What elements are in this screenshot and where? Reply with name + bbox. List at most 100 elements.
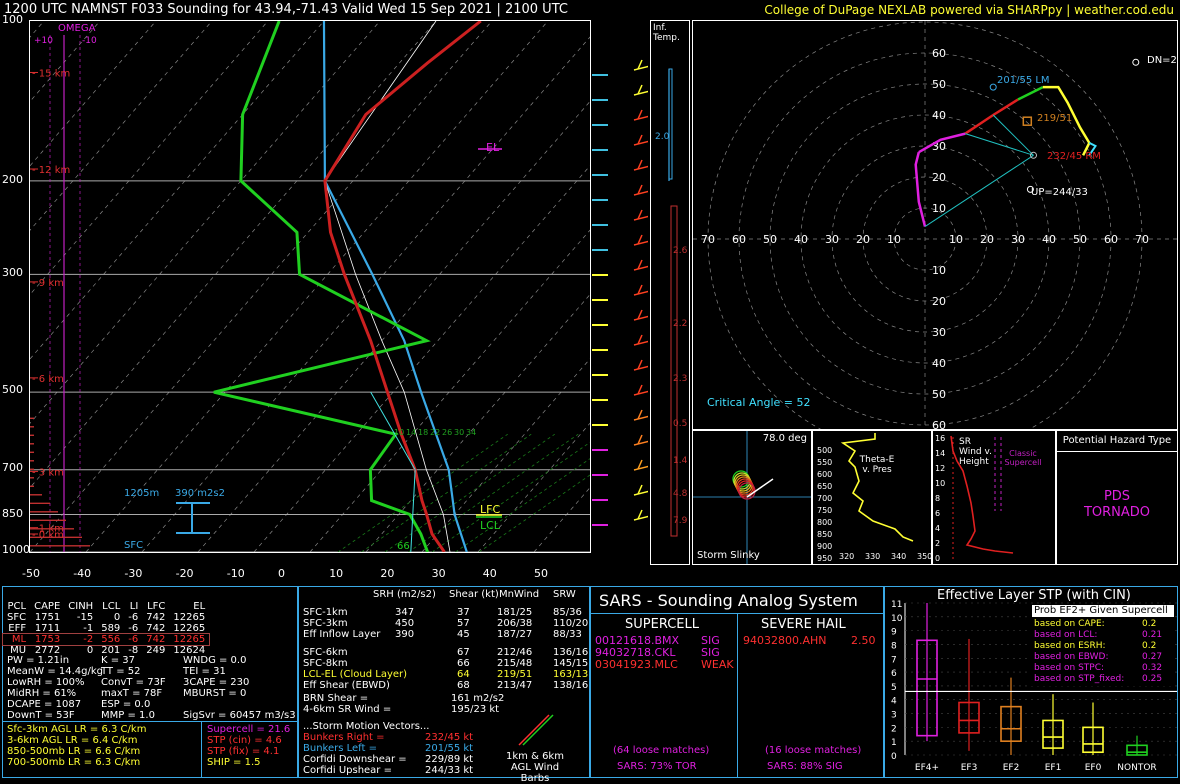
sars-supercell-header: SUPERCELL	[625, 617, 699, 632]
parcel-row: SFC 1751 -15 0 -6 742 12265	[3, 612, 209, 623]
vector-label: Corfidi Upshear =	[303, 765, 392, 776]
prob-label: based on EBWD:	[1034, 652, 1109, 662]
stp-tick-label: 3	[891, 711, 897, 721]
wind-barb	[633, 240, 651, 246]
composite-index: Supercell = 21.6	[207, 724, 291, 735]
mixing-ratio-label: 18	[418, 428, 428, 437]
pressure-label: 100	[2, 13, 23, 26]
hodo-ring	[800, 114, 1050, 364]
pressure-label: 300	[2, 266, 23, 279]
index-value: DCAPE = 1087	[7, 699, 82, 710]
wind-barb-flag	[637, 459, 643, 470]
sars-hail-id: 94032800.AHN	[743, 634, 827, 647]
srw46-value: 195/23 kt	[451, 704, 500, 715]
kin-value: 57	[457, 618, 470, 629]
sars-match-class: SIG	[701, 646, 720, 659]
stp-tick-label: 2	[891, 724, 897, 734]
stp-panel: Effective Layer STP (with CIN) 11 10 9 8 7 6 5…	[884, 586, 1178, 778]
theta-temp-label: 340	[891, 552, 906, 561]
skewt-chart: OMEGA +10 -10 - 15 km - 12 km - 9 km - 6 km - 3…	[30, 21, 590, 552]
parcel-cell: SFC	[7, 612, 27, 623]
height-label: - 6 km	[32, 374, 64, 385]
stp-category-label: NONTOR	[1117, 763, 1156, 773]
parcel-cell: -6	[128, 623, 139, 634]
parcel-header: CAPE	[34, 601, 61, 612]
wind-barb	[633, 65, 651, 71]
parcel-trace-line	[322, 21, 468, 552]
stp-category-label: EF0	[1085, 763, 1102, 773]
composite-index: STP (fix) = 4.1	[207, 746, 280, 757]
wind-barb	[633, 265, 651, 271]
isotherm	[30, 21, 493, 552]
index-value: ESP = 0.0	[101, 699, 151, 710]
theta-e-panel: 500 550 600 650 700 750 800 850 900 950 320 330 340 3…	[812, 430, 932, 565]
temperature-label: 10	[329, 567, 344, 580]
theta-temp-label: 320	[839, 552, 854, 561]
srwind-height-label: 4	[935, 524, 940, 533]
kin-label: Eff Shear (EBWD)	[303, 680, 390, 691]
srwind-height-label: 16	[935, 434, 945, 443]
hodo-ring-label: 30	[932, 326, 946, 339]
stp-box	[916, 639, 938, 737]
kin-value: 68	[457, 680, 470, 691]
composite-index: SHIP = 1.5	[207, 757, 261, 768]
parcel-header: EL	[193, 601, 206, 612]
omega-label: OMEGA	[58, 23, 96, 34]
stp-title: Effective Layer STP (with CIN)	[937, 588, 1131, 603]
parcel-cell: 1751	[34, 612, 61, 623]
index-value: LowRH = 100%	[7, 677, 85, 688]
isotherm	[253, 165, 590, 552]
mixing-ratio-label: 14	[406, 428, 416, 437]
theta-pres-label: 850	[817, 530, 832, 539]
hodo-ring-label: 40	[932, 109, 946, 122]
mixing-ratio-line	[361, 433, 532, 552]
wind-barb-flag	[637, 234, 643, 245]
kin-label: SFC-3km	[303, 618, 348, 629]
hodo-ring-label: 10	[887, 233, 901, 246]
hodo-ring-label: 60	[732, 233, 746, 246]
kin-value: 110/20	[553, 618, 589, 629]
hodo-ring-label: 10	[932, 202, 946, 215]
wind-barb	[633, 440, 651, 446]
pressure-label: 200	[2, 173, 23, 186]
wind-barb-flag	[637, 359, 643, 370]
isotherm	[30, 21, 381, 424]
kin-value: 390	[395, 629, 415, 640]
kin-value: 145/15	[553, 658, 589, 669]
index-value: MMP = 1.0	[101, 710, 155, 721]
kin-value: 450	[395, 618, 415, 629]
temperature-label: -20	[175, 567, 194, 580]
kin-header: SRW	[553, 589, 576, 600]
wind-barb-flag	[637, 509, 643, 520]
composite-index: STP (cin) = 4.6	[207, 735, 282, 746]
isotherm	[197, 100, 590, 552]
kin-value: 45	[457, 629, 470, 640]
inflow-subtitle: Temp.	[653, 33, 680, 43]
prob-label: based on ESRH:	[1034, 641, 1106, 651]
parcel-cell: 2772	[34, 645, 61, 656]
kin-value: 37	[457, 607, 470, 618]
stp-category-label: EF3	[961, 763, 978, 773]
temperature-label: -10	[226, 567, 245, 580]
parcel-cell: 12265	[173, 634, 206, 645]
brn-value: 161 m2/s2	[451, 693, 505, 704]
wind-barb	[633, 340, 651, 346]
mixing-ratio-label: 10	[394, 428, 404, 437]
stp-tick-label: 5	[891, 683, 897, 693]
mixing-ratio-line	[455, 458, 590, 552]
wind-barb	[633, 115, 651, 121]
storm-slinky-panel: 78.0 deg Storm Slinky	[692, 430, 812, 565]
prob-label: based on CAPE:	[1034, 619, 1105, 629]
wind-barb-flag	[637, 434, 643, 445]
sounding-title: 1200 UTC NAMNST F033 Sounding for 43.94,…	[4, 2, 568, 17]
wind-barb	[633, 290, 651, 296]
wind-barb	[633, 140, 651, 146]
lfc-label: LFC	[480, 503, 500, 516]
stp-tick-label: 11	[891, 600, 902, 610]
isotherm	[30, 21, 213, 231]
inflow-value: 2.6	[673, 246, 688, 256]
temperature-label: 0	[278, 567, 285, 580]
inflow-value: 7.9	[673, 516, 688, 526]
theta-e-line	[840, 433, 914, 542]
index-value: MeanW = 14.4g/kg	[7, 666, 103, 677]
